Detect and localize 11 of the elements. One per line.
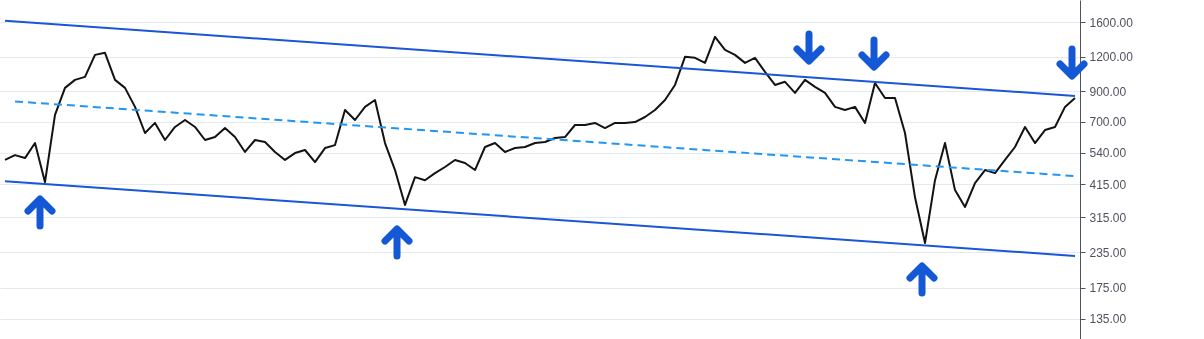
line-series (4, 35, 1076, 244)
y-tick-label: 540.00 (1089, 146, 1127, 161)
y-tick-label: 135.00 (1089, 312, 1127, 327)
y-tick-label: 175.00 (1089, 281, 1127, 296)
y-tick-label: 900.00 (1089, 84, 1127, 99)
y-tick-label: 235.00 (1089, 245, 1127, 260)
y-tick-label: 315.00 (1089, 210, 1127, 225)
y-tick-label: 1200.00 (1089, 50, 1134, 65)
y-tick-label: 415.00 (1089, 177, 1127, 192)
y-tick-label: 700.00 (1089, 115, 1127, 130)
y-tick-label: 1600.00 (1089, 15, 1134, 30)
